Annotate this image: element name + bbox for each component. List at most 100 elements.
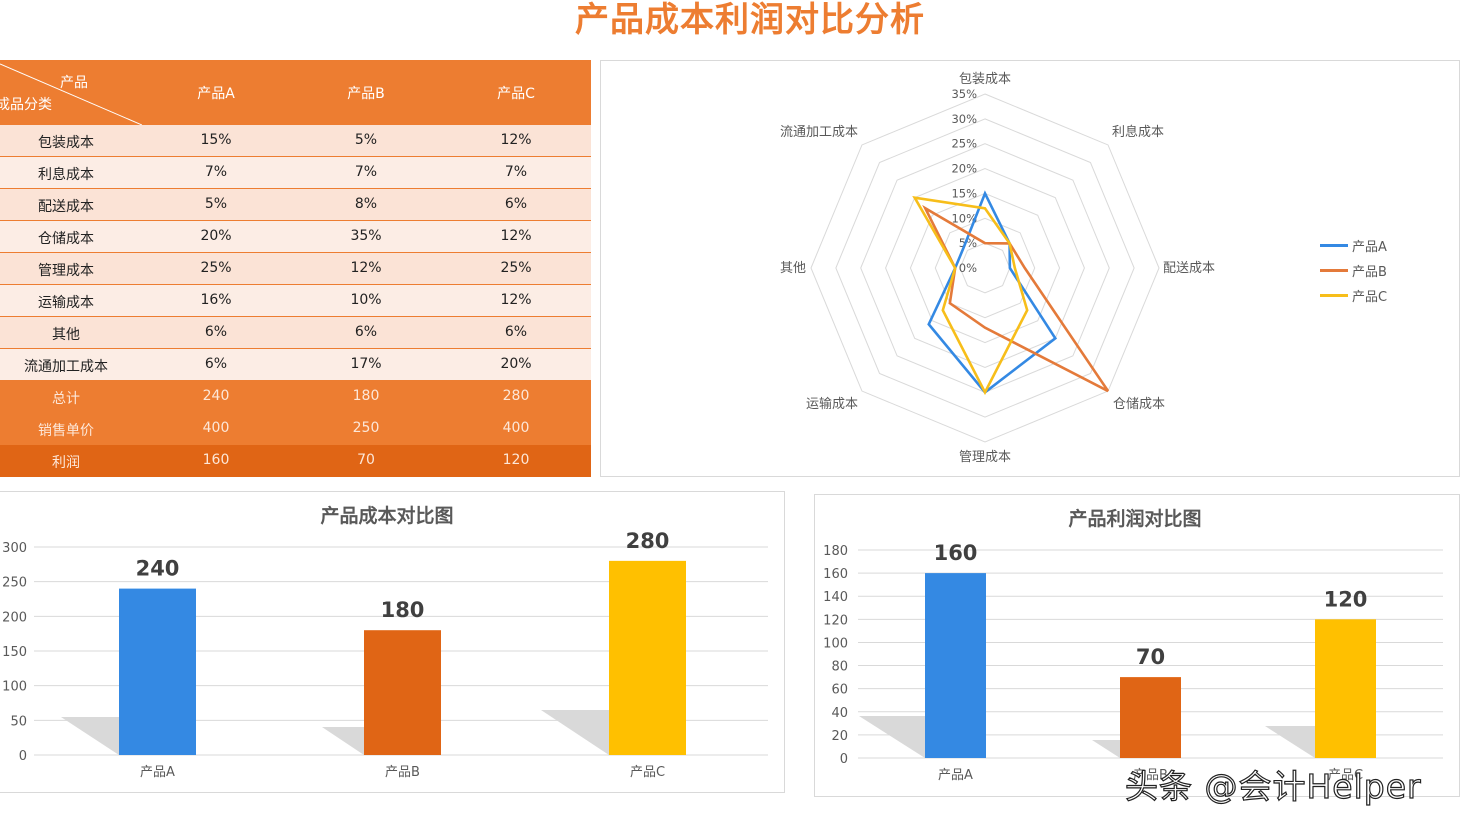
cell-value: 180 xyxy=(352,388,380,404)
y-tick-label: 50 xyxy=(10,714,27,729)
row-label: 销售单价 xyxy=(38,423,94,439)
radar-tick-label: 15% xyxy=(951,186,977,200)
cell-value: 120 xyxy=(502,452,530,468)
radar-legend: 产品A 产品B 产品C xyxy=(1320,233,1387,308)
table-row: 包装成本 15% 5% 12% xyxy=(0,125,591,157)
y-tick-label: 0 xyxy=(19,749,27,764)
x-tick-label: 产品C xyxy=(630,765,665,780)
y-tick-label: 120 xyxy=(823,613,848,628)
cell-value: 240 xyxy=(202,388,230,404)
bar-2[interactable] xyxy=(1315,619,1376,758)
bar-shadow xyxy=(322,727,364,755)
row-label: 流通加工成本 xyxy=(24,359,108,375)
radar-gridline xyxy=(810,93,1160,443)
chart-title: 产品利润对比图 xyxy=(1068,507,1201,530)
row-label: 利润 xyxy=(52,455,80,471)
summary-row: 总计 240 180 280 xyxy=(0,381,591,413)
legend-label: 产品A xyxy=(1352,240,1387,255)
radar-gridline xyxy=(909,192,1061,344)
cell-value: 160 xyxy=(202,452,230,468)
y-tick-label: 200 xyxy=(2,610,27,625)
cell-value: 6% xyxy=(204,324,228,340)
legend-item-a[interactable]: 产品A xyxy=(1320,233,1387,258)
row-label: 总计 xyxy=(52,391,80,407)
y-tick-label: 160 xyxy=(823,567,848,582)
cell-value: 25% xyxy=(200,260,232,276)
row-label: 包装成本 xyxy=(38,135,94,151)
y-tick-label: 0 xyxy=(840,752,848,767)
x-tick-label: 产品B xyxy=(1133,768,1168,783)
radar-axis-label: 管理成本 xyxy=(959,450,1011,465)
radar-tick-label: 30% xyxy=(951,112,977,126)
table-header: 产品 成品分类 产品A 产品B 产品C xyxy=(0,60,591,125)
radar-tick-label: 20% xyxy=(951,162,977,176)
bar-shadow xyxy=(541,710,609,755)
row-label: 利息成本 xyxy=(38,167,94,183)
column-header-c: 产品C xyxy=(497,86,535,102)
cell-value: 12% xyxy=(350,260,382,276)
bar-shadow xyxy=(859,716,925,758)
cell-value: 6% xyxy=(504,324,528,340)
cell-value: 6% xyxy=(354,324,378,340)
y-tick-label: 60 xyxy=(831,683,848,698)
legend-item-b[interactable]: 产品B xyxy=(1320,258,1387,283)
cell-value: 20% xyxy=(500,356,532,372)
y-tick-label: 250 xyxy=(2,576,27,591)
bar-1[interactable] xyxy=(364,630,441,755)
radar-axis-label: 流通加工成本 xyxy=(780,125,858,140)
radar-series-2[interactable] xyxy=(912,196,1029,396)
radar-axis-label: 配送成本 xyxy=(1163,261,1215,276)
data-label: 240 xyxy=(136,557,180,581)
bar-0[interactable] xyxy=(925,573,986,758)
radar-axis-label: 利息成本 xyxy=(1112,124,1164,140)
radar-gridline xyxy=(959,242,1011,294)
summary-row: 销售单价 400 250 400 xyxy=(0,413,591,445)
column-header-a: 产品A xyxy=(197,86,235,102)
y-tick-label: 20 xyxy=(831,729,848,744)
radar-axis-label: 其他 xyxy=(780,261,806,276)
y-tick-label: 100 xyxy=(823,636,848,651)
radar-series-1[interactable] xyxy=(922,204,1110,393)
y-tick-label: 150 xyxy=(2,645,27,660)
diagonal-divider xyxy=(0,63,142,125)
table-row: 利息成本 7% 7% 7% xyxy=(0,157,591,189)
table-row: 其他 6% 6% 6% xyxy=(0,317,591,349)
radar-chart-panel xyxy=(600,60,1460,477)
cell-value: 10% xyxy=(350,292,382,308)
cell-value: 12% xyxy=(500,132,532,148)
bar-0[interactable] xyxy=(119,588,196,755)
bar-shadow xyxy=(61,717,119,755)
summary-row: 利润 160 70 120 xyxy=(0,445,591,477)
cell-value: 280 xyxy=(502,388,530,404)
x-tick-label: 产品C xyxy=(1328,768,1363,783)
legend-item-c[interactable]: 产品C xyxy=(1320,283,1387,308)
data-label: 120 xyxy=(1324,587,1368,611)
cell-value: 17% xyxy=(350,356,382,372)
bar-1[interactable] xyxy=(1120,677,1181,758)
cell-value: 5% xyxy=(354,132,378,148)
x-tick-label: 产品B xyxy=(385,765,420,780)
cell-value: 6% xyxy=(204,356,228,372)
cell-value: 5% xyxy=(204,196,228,212)
table-row: 配送成本 5% 8% 6% xyxy=(0,189,591,221)
table-row: 运输成本 16% 10% 12% xyxy=(0,285,591,317)
cell-value: 7% xyxy=(354,164,378,180)
radar-gridline xyxy=(885,168,1085,368)
cell-value: 7% xyxy=(204,164,228,180)
row-label: 配送成本 xyxy=(38,199,94,215)
cell-value: 70 xyxy=(357,452,375,468)
radar-tick-label: 35% xyxy=(951,87,977,101)
cell-value: 250 xyxy=(352,420,380,436)
row-label: 仓储成本 xyxy=(38,231,94,247)
table-row: 仓储成本 20% 35% 12% xyxy=(0,221,591,253)
cell-value: 6% xyxy=(504,196,528,212)
cell-value: 7% xyxy=(504,164,528,180)
x-tick-label: 产品A xyxy=(938,768,973,783)
corner-label-category: 成品分类 xyxy=(0,97,52,113)
bar-2[interactable] xyxy=(609,560,686,755)
column-header-b: 产品B xyxy=(347,86,385,102)
cell-value: 12% xyxy=(500,228,532,244)
row-label: 其他 xyxy=(52,327,80,343)
watermark: 头条 @会计Helper xyxy=(1124,766,1422,806)
y-tick-label: 40 xyxy=(831,706,848,721)
